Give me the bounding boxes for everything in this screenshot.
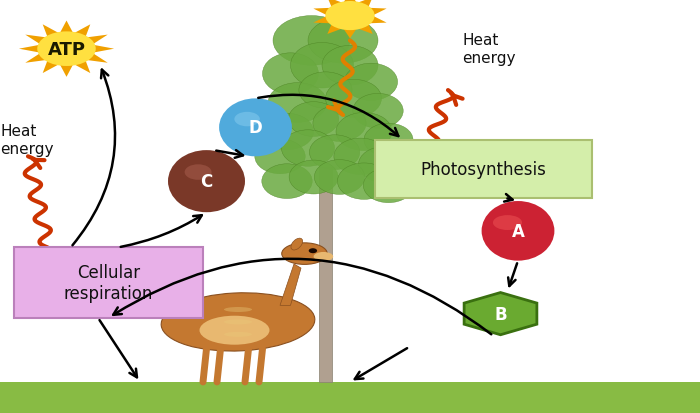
Ellipse shape [290,43,354,89]
Ellipse shape [322,46,378,86]
Text: C: C [200,173,213,191]
Ellipse shape [281,131,335,167]
Ellipse shape [161,293,315,351]
Text: ATP: ATP [48,40,85,59]
Ellipse shape [234,113,260,127]
Circle shape [37,32,96,67]
Text: Photosynthesis: Photosynthesis [420,160,546,178]
Ellipse shape [291,239,302,250]
Ellipse shape [260,114,314,150]
Circle shape [326,2,374,31]
FancyBboxPatch shape [374,140,592,198]
Ellipse shape [309,135,360,170]
Ellipse shape [288,102,339,137]
Circle shape [309,249,317,254]
Ellipse shape [165,309,178,318]
FancyBboxPatch shape [14,248,203,318]
Ellipse shape [313,106,366,142]
Text: A: A [512,222,524,240]
Ellipse shape [326,80,382,118]
Ellipse shape [219,99,292,157]
Ellipse shape [364,124,413,157]
Ellipse shape [224,320,252,325]
Ellipse shape [334,139,387,175]
Polygon shape [280,264,301,306]
Ellipse shape [337,164,391,200]
Ellipse shape [363,169,414,203]
Text: Cellular
respiration: Cellular respiration [64,263,153,302]
Ellipse shape [314,160,365,195]
Polygon shape [314,0,386,39]
Ellipse shape [199,316,270,345]
Polygon shape [19,21,114,78]
Ellipse shape [224,332,252,337]
Polygon shape [464,293,537,335]
Ellipse shape [268,83,327,123]
Polygon shape [0,382,700,413]
Ellipse shape [344,64,398,101]
Text: B: B [494,305,507,323]
Ellipse shape [336,113,392,151]
Ellipse shape [224,307,252,312]
Text: Heat
energy: Heat energy [462,33,515,65]
Ellipse shape [262,54,318,95]
Ellipse shape [308,19,378,64]
Ellipse shape [358,147,412,183]
Ellipse shape [185,165,211,180]
Ellipse shape [493,216,522,230]
Ellipse shape [255,140,305,174]
Ellipse shape [168,151,245,213]
Ellipse shape [482,202,554,261]
Ellipse shape [299,73,352,109]
Ellipse shape [273,17,350,66]
Ellipse shape [353,94,403,129]
Ellipse shape [289,161,338,195]
Polygon shape [319,167,332,382]
Text: Heat
energy: Heat energy [0,124,53,156]
Ellipse shape [314,252,333,261]
Ellipse shape [262,164,312,199]
Ellipse shape [281,243,328,265]
Text: D: D [248,119,262,137]
